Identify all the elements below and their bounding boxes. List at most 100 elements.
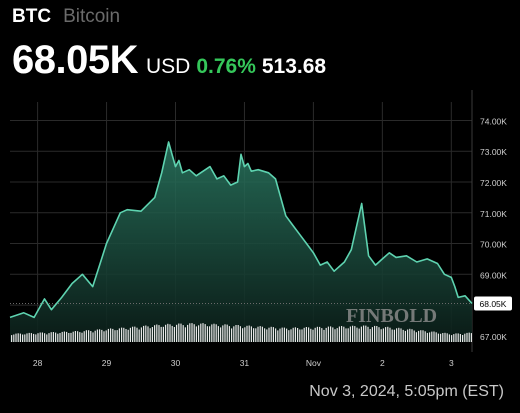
volume-bar	[255, 328, 257, 342]
volume-bar	[400, 328, 402, 342]
volume-bar	[138, 329, 140, 342]
volume-bar	[396, 328, 398, 342]
volume-bar	[77, 331, 79, 342]
ticker-row: BTC Bitcoin	[12, 6, 512, 34]
volume-bar	[55, 332, 57, 342]
volume-bar	[290, 329, 292, 342]
volume-bar	[327, 326, 329, 342]
volume-bar	[253, 328, 255, 342]
volume-bar	[440, 333, 442, 342]
volume-bar	[270, 326, 272, 342]
current-price: 68.05K	[12, 38, 138, 82]
volume-bar	[46, 334, 48, 342]
volume-bar	[457, 333, 459, 342]
volume-bar	[246, 325, 248, 342]
volume-bar	[391, 329, 393, 342]
asset-name: Bitcoin	[63, 6, 121, 27]
quote-row: 68.05K USD 0.76% 513.68	[12, 38, 512, 83]
volume-bar	[376, 326, 378, 342]
volume-bar	[145, 325, 147, 342]
volume-bar	[239, 326, 241, 342]
volume-bar	[422, 330, 424, 342]
x-tick-label: 28	[33, 358, 43, 368]
volume-bar	[226, 324, 228, 342]
volume-bar	[343, 326, 345, 342]
volume-bar	[63, 331, 65, 342]
volume-bar	[426, 332, 428, 342]
volume-bar	[354, 326, 356, 342]
volume-bar	[74, 331, 76, 342]
volume-bar	[83, 331, 85, 342]
volume-bar	[444, 332, 446, 342]
volume-bar	[345, 328, 347, 342]
volume-bar	[151, 327, 153, 342]
volume-bar	[193, 324, 195, 342]
volume-bar	[147, 326, 149, 342]
volume-bar	[283, 327, 285, 342]
volume-bar	[39, 332, 41, 342]
volume-bar	[409, 328, 411, 342]
volume-bar	[301, 329, 303, 342]
volume-bar	[468, 332, 470, 342]
volume-bar	[268, 327, 270, 342]
volume-bar	[358, 328, 360, 342]
volume-bar	[123, 327, 125, 342]
volume-bar	[347, 328, 349, 342]
volume-bar	[81, 332, 83, 342]
volume-bar	[184, 327, 186, 342]
volume-bar	[334, 329, 336, 342]
volume-bar	[385, 327, 387, 342]
volume-bar	[303, 327, 305, 342]
volume-bar	[180, 323, 182, 342]
x-tick-label: 30	[171, 358, 181, 368]
volume-bar	[211, 324, 213, 342]
y-tick-label: 71.00K	[480, 209, 507, 219]
volume-bar	[332, 327, 334, 342]
volume-bar	[433, 331, 435, 342]
volume-bar	[99, 329, 101, 342]
volume-bar	[418, 330, 420, 342]
volume-bar	[167, 323, 169, 342]
volume-bar	[198, 325, 200, 342]
volume-bar	[325, 327, 327, 342]
volume-bar	[281, 327, 283, 342]
volume-bar	[176, 324, 178, 342]
volume-bar	[470, 333, 472, 342]
volume-bar	[367, 326, 369, 342]
volume-bar	[90, 331, 92, 342]
volume-bar	[61, 331, 63, 342]
change-value: 513.68	[261, 55, 327, 78]
volume-bar	[220, 327, 222, 342]
volume-bar	[237, 325, 239, 342]
volume-bar	[121, 327, 123, 342]
volume-bar	[261, 326, 263, 342]
volume-bar	[250, 326, 252, 342]
volume-bar	[272, 327, 274, 342]
volume-bar	[169, 324, 171, 342]
volume-bar	[37, 333, 39, 342]
volume-bar	[233, 326, 235, 342]
volume-bar	[371, 327, 373, 342]
volume-bar	[195, 326, 197, 342]
y-tick-label: 74.00K	[480, 116, 507, 126]
volume-bar	[132, 326, 134, 342]
x-tick-label: 2	[380, 358, 385, 368]
volume-bar	[248, 325, 250, 342]
volume-bar	[259, 326, 261, 342]
volume-bar	[59, 333, 61, 342]
volume-bar	[442, 333, 444, 342]
volume-bar	[264, 328, 266, 342]
volume-bar	[15, 333, 17, 342]
volume-bar	[19, 333, 21, 342]
volume-bar	[424, 331, 426, 342]
volume-bar	[448, 334, 450, 342]
change-percent: 0.76%	[196, 55, 256, 78]
volume-bar	[24, 334, 26, 342]
volume-bar	[455, 333, 457, 342]
volume-bar	[85, 330, 87, 342]
volume-bar	[297, 328, 299, 342]
volume-bar	[13, 334, 15, 342]
volume-bar	[341, 326, 343, 342]
volume-bar	[48, 333, 50, 342]
y-tick-label: 72.00K	[480, 178, 507, 188]
